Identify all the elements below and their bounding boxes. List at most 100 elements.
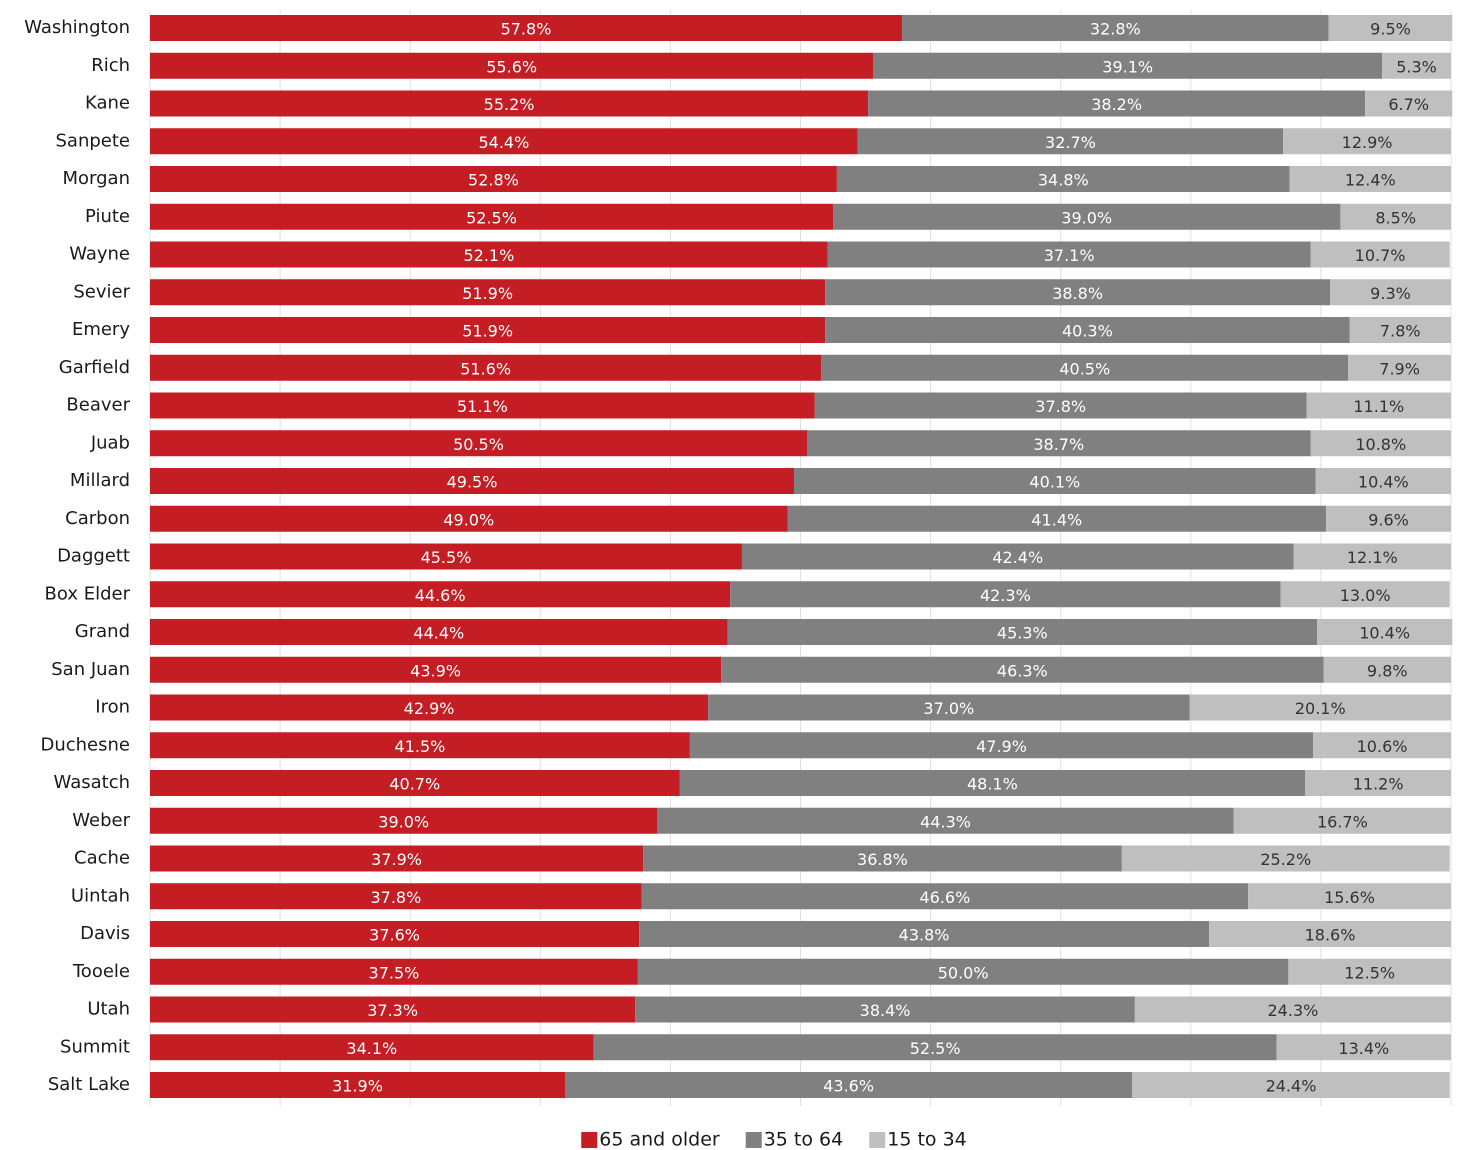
bar-segment — [868, 90, 1366, 117]
data-label: 11.2% — [1353, 775, 1404, 794]
bar-segment — [1121, 845, 1450, 872]
data-label: 10.6% — [1357, 737, 1408, 756]
data-label: 15.6% — [1324, 888, 1375, 907]
category-label: Rich — [91, 55, 130, 76]
bar-segment — [637, 958, 1289, 985]
data-label: 10.7% — [1355, 246, 1406, 265]
bar-segment — [1276, 1034, 1451, 1061]
bar-segment — [150, 468, 794, 494]
bar-segment — [1382, 52, 1451, 79]
data-label: 40.1% — [1029, 473, 1080, 492]
bar-segment — [150, 90, 869, 117]
bar-segment — [873, 52, 1383, 79]
data-label: 8.5% — [1375, 208, 1416, 227]
bar-segment — [150, 128, 858, 155]
bar-segment — [708, 694, 1190, 721]
bar-segment — [150, 581, 731, 608]
category-label: Daggett — [57, 546, 130, 567]
data-label: 32.8% — [1090, 20, 1141, 39]
category-label: Salt Lake — [48, 1074, 130, 1095]
data-label: 51.9% — [462, 322, 513, 341]
bar-segment — [1305, 770, 1451, 796]
bar-segment — [1293, 543, 1451, 570]
bar-segment — [150, 279, 826, 306]
category-label: Duchesne — [40, 734, 130, 755]
data-label: 48.1% — [967, 775, 1018, 794]
bar-segment — [593, 1034, 1277, 1061]
data-label: 54.4% — [478, 133, 529, 152]
data-label: 40.5% — [1059, 359, 1110, 378]
data-label: 9.8% — [1367, 661, 1408, 680]
data-label: 9.6% — [1368, 510, 1409, 529]
bar-segment — [814, 392, 1307, 419]
data-label: 52.5% — [910, 1039, 961, 1058]
data-label: 38.8% — [1052, 284, 1103, 303]
category-label: Kane — [85, 93, 130, 114]
category-label: Uintah — [71, 885, 130, 906]
category-label: Cache — [74, 848, 130, 869]
bar-segment — [857, 128, 1284, 155]
data-label: 18.6% — [1305, 926, 1356, 945]
bar-segment — [1349, 317, 1451, 343]
bar-segment — [1283, 128, 1451, 155]
category-label: Carbon — [65, 508, 130, 529]
data-label: 37.8% — [370, 888, 421, 907]
bar-segment — [827, 241, 1311, 268]
bar-segment — [565, 1072, 1133, 1098]
category-label: San Juan — [51, 659, 130, 680]
bar-segment — [1310, 241, 1450, 268]
category-label: Sanpete — [56, 130, 131, 151]
data-label: 40.3% — [1062, 322, 1113, 341]
data-label: 50.5% — [453, 435, 504, 454]
category-label: Wayne — [69, 244, 130, 265]
bar-segment — [150, 317, 826, 343]
data-label: 11.1% — [1353, 397, 1404, 416]
bar-segment — [825, 279, 1331, 306]
data-label: 45.5% — [421, 548, 472, 567]
data-label: 13.4% — [1338, 1039, 1389, 1058]
bar-segment — [1306, 392, 1451, 419]
bar-segment — [689, 732, 1314, 759]
category-label: Weber — [72, 810, 130, 831]
bar-segment — [833, 203, 1341, 230]
bar-segment — [787, 505, 1327, 532]
bar-segment — [635, 996, 1135, 1023]
bar-segment — [793, 468, 1316, 494]
data-label: 43.8% — [899, 926, 950, 945]
bar-segment — [825, 317, 1350, 343]
category-label: Piute — [85, 206, 130, 227]
data-label: 37.8% — [1035, 397, 1086, 416]
bar-segment — [150, 694, 709, 721]
bar-segment — [150, 241, 828, 268]
bar-segment — [150, 1072, 566, 1098]
data-label: 52.8% — [468, 171, 519, 190]
legend-label: 65 and older — [599, 1129, 720, 1150]
bar-segment — [1310, 430, 1451, 457]
data-label: 41.5% — [395, 737, 446, 756]
bar-segment — [1328, 15, 1453, 41]
bar-segment — [1316, 619, 1453, 645]
data-label: 31.9% — [332, 1077, 383, 1096]
bar-segment — [150, 845, 644, 872]
bar-segment — [1280, 581, 1450, 608]
legend-label: 15 to 34 — [887, 1129, 967, 1150]
data-label: 24.3% — [1268, 1001, 1319, 1020]
data-label: 25.2% — [1260, 850, 1311, 869]
data-label: 51.6% — [460, 359, 511, 378]
bar-segment — [150, 807, 658, 834]
category-label: Grand — [75, 621, 130, 642]
category-label: Davis — [80, 923, 130, 944]
data-label: 10.4% — [1358, 473, 1409, 492]
bar-segment — [821, 354, 1349, 381]
category-label: Millard — [70, 470, 130, 491]
data-label: 42.9% — [404, 699, 455, 718]
bar-segment — [679, 770, 1306, 796]
data-label: 55.2% — [484, 95, 535, 114]
category-label: Beaver — [66, 395, 130, 416]
data-label: 52.5% — [466, 208, 517, 227]
bar-segment — [150, 354, 822, 381]
data-label: 7.9% — [1379, 359, 1420, 378]
data-label: 7.8% — [1380, 322, 1421, 341]
bar-segment — [150, 505, 788, 532]
bar-segment — [1289, 166, 1451, 192]
